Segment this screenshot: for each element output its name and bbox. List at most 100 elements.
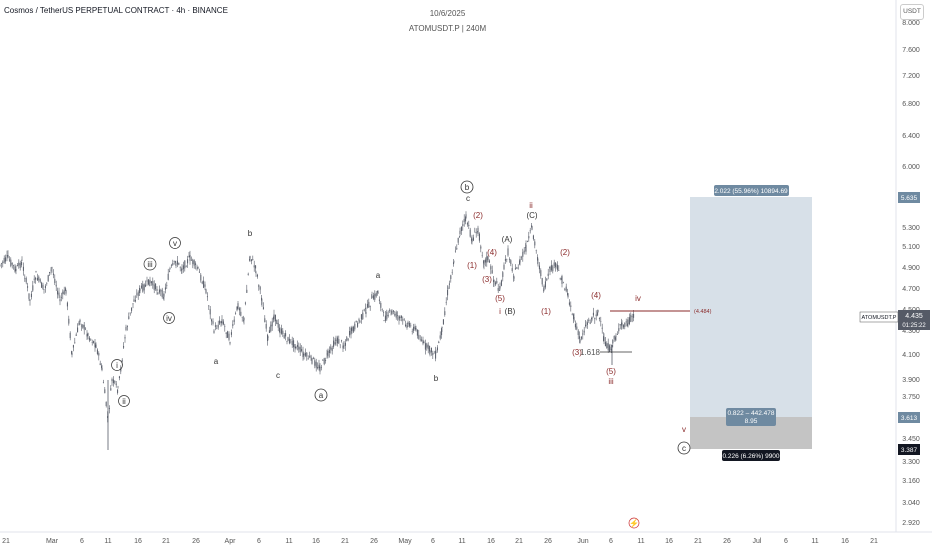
target-zone[interactable] (690, 197, 812, 417)
stop-label: 0.226 (6.26%) 9900 (722, 453, 779, 460)
svg-text:v: v (682, 425, 686, 434)
price-tick-label: 7.200 (902, 73, 920, 80)
time-tick-label: May (398, 538, 412, 545)
price-tick-label: 4.700 (902, 286, 920, 293)
price-tick-label: 5.100 (902, 244, 920, 251)
price-tick-label: 4.900 (902, 265, 920, 272)
time-tick-label: Jun (577, 538, 588, 545)
svg-text:(2): (2) (560, 248, 570, 257)
price-tick-label: 5.300 (902, 225, 920, 232)
target-label-box (714, 185, 789, 196)
entry-price-text: 3.613 (901, 415, 918, 422)
ratio-label-1: 0.822 – 442.478 (728, 410, 775, 417)
target-label: 2.022 (55.96%) 10894.69 (714, 188, 788, 195)
wave-circle-c (677, 441, 691, 455)
time-tick-label: 26 (723, 538, 731, 545)
svg-text:c: c (276, 371, 280, 380)
price-tick-label: 8.000 (902, 20, 920, 27)
time-tick-label: 21 (870, 538, 878, 545)
svg-text:c: c (682, 444, 686, 453)
stop-price-tag (898, 444, 920, 455)
entry-price-tag (898, 412, 920, 423)
price-tick-label: 6.000 (902, 164, 920, 171)
chart-subtitle: ATOMUSDT.P | 240M (408, 24, 487, 33)
stop-price-text: 3.387 (901, 447, 918, 454)
resistance-value: (4.484) (694, 309, 712, 315)
svg-text:b: b (434, 374, 439, 383)
svg-text:(B): (B) (505, 307, 516, 316)
wave-circle-ii (118, 395, 130, 407)
svg-text:iv: iv (166, 314, 172, 323)
time-tick-label: 11 (637, 538, 644, 545)
time-tick-label: 11 (285, 538, 292, 545)
ratio-label-box (726, 408, 776, 426)
time-tick-label: Apr (225, 538, 237, 545)
time-tick-label: 16 (841, 538, 849, 545)
time-tick-label: 16 (312, 538, 320, 545)
time-tick-label: 6 (80, 538, 84, 545)
svg-text:(5): (5) (606, 367, 616, 376)
price-tick-label: 4.300 (902, 328, 920, 335)
wave-circle-b (460, 180, 474, 194)
price-tick-label: 3.300 (902, 459, 920, 466)
time-tick-label: 21 (515, 538, 523, 545)
time-tick-label: 16 (134, 538, 142, 545)
time-tick-label: 6 (609, 538, 613, 545)
svg-text:b: b (465, 183, 470, 192)
price-tick-label: 3.750 (902, 394, 920, 401)
svg-text:iii: iii (608, 377, 614, 386)
time-axis[interactable]: 21 Mar 6 11 16 21 26 Apr 6 11 16 21 26 May 6 11 16 21 26 Ju… (0, 531, 932, 545)
chart-date: 10/6/2025 (429, 9, 466, 18)
lightning-icon (628, 517, 640, 529)
svg-text:(3): (3) (572, 348, 582, 357)
last-price-tag (898, 310, 930, 330)
symbol-title[interactable]: Cosmos / TetherUS PERPETUAL CONTRACT · 4… (4, 6, 228, 15)
svg-text:ii: ii (122, 397, 126, 406)
svg-text:a: a (319, 391, 324, 400)
svg-text:(C): (C) (526, 211, 537, 220)
time-tick-label: 21 (162, 538, 170, 545)
svg-text:iv: iv (635, 294, 641, 303)
time-tick-label: Jul (753, 538, 762, 545)
symbol-price-name: ATOMUSDT.P (862, 315, 897, 321)
svg-text:b: b (248, 229, 253, 238)
price-tick-label: 3.160 (902, 478, 920, 485)
time-tick-label: 16 (665, 538, 673, 545)
currency-selector[interactable]: USDT (900, 4, 924, 20)
time-tick-label: 11 (104, 538, 111, 545)
wave-circle-iv (163, 312, 175, 324)
last-price-text: 4.435 (905, 313, 923, 320)
svg-text:(A): (A) (502, 235, 513, 244)
wave-circle-iii (143, 257, 157, 271)
svg-text:a: a (376, 271, 381, 280)
svg-text:(4): (4) (487, 248, 497, 257)
price-tick-label: 3.900 (902, 377, 920, 384)
wave-annotations: i ii iii iv v b a c a a b b c (2) (1) (4… (111, 180, 691, 529)
svg-text:(3): (3) (482, 275, 492, 284)
candlestick-series (0, 211, 635, 450)
countdown-text: 01:25:22 (902, 323, 926, 329)
svg-text:c: c (466, 194, 470, 203)
time-tick-label: 6 (257, 538, 261, 545)
price-tick-label: 6.400 (902, 133, 920, 140)
ratio-label-2: 8.95 (745, 418, 758, 425)
svg-text:1.618: 1.618 (580, 348, 601, 357)
time-tick-label: 16 (487, 538, 495, 545)
target-price-tag (898, 192, 920, 203)
svg-text:(1): (1) (541, 307, 551, 316)
time-tick-label: 26 (544, 538, 552, 545)
price-tick-label: 6.800 (902, 101, 920, 108)
target-price-text: 5.635 (901, 195, 918, 202)
price-tick-label: 4.100 (902, 352, 920, 359)
time-tick-label: 21 (694, 538, 702, 545)
time-tick-label: Mar (46, 538, 59, 545)
svg-text:(5): (5) (495, 294, 505, 303)
wave-circle-v (169, 237, 181, 249)
price-tick-label: 3.040 (902, 500, 920, 507)
time-tick-label: 6 (431, 538, 435, 545)
time-tick-label: 11 (458, 538, 465, 545)
time-tick-label: 21 (2, 538, 10, 545)
price-tick-label: 7.600 (902, 47, 920, 54)
time-tick-label: 26 (370, 538, 378, 545)
